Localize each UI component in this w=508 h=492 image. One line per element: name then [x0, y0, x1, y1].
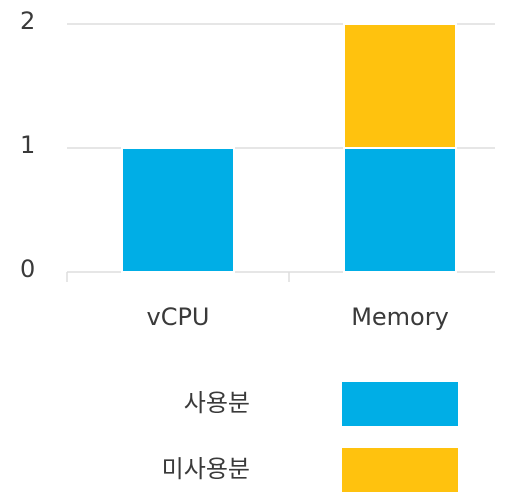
legend-label: 사용분: [184, 389, 250, 417]
y-tick-label: 1: [20, 131, 35, 159]
bar-segment: [343, 147, 457, 273]
x-tick-label: Memory: [351, 303, 449, 331]
bar-segment: [343, 23, 457, 149]
bar-segment: [121, 147, 235, 273]
legend-swatch: [342, 382, 458, 426]
y-tick-label: 2: [20, 7, 35, 35]
legend-label: 미사용분: [162, 455, 250, 483]
x-tick-label: vCPU: [147, 303, 210, 331]
y-tick-label: 0: [20, 255, 35, 283]
legend-swatch: [342, 448, 458, 492]
